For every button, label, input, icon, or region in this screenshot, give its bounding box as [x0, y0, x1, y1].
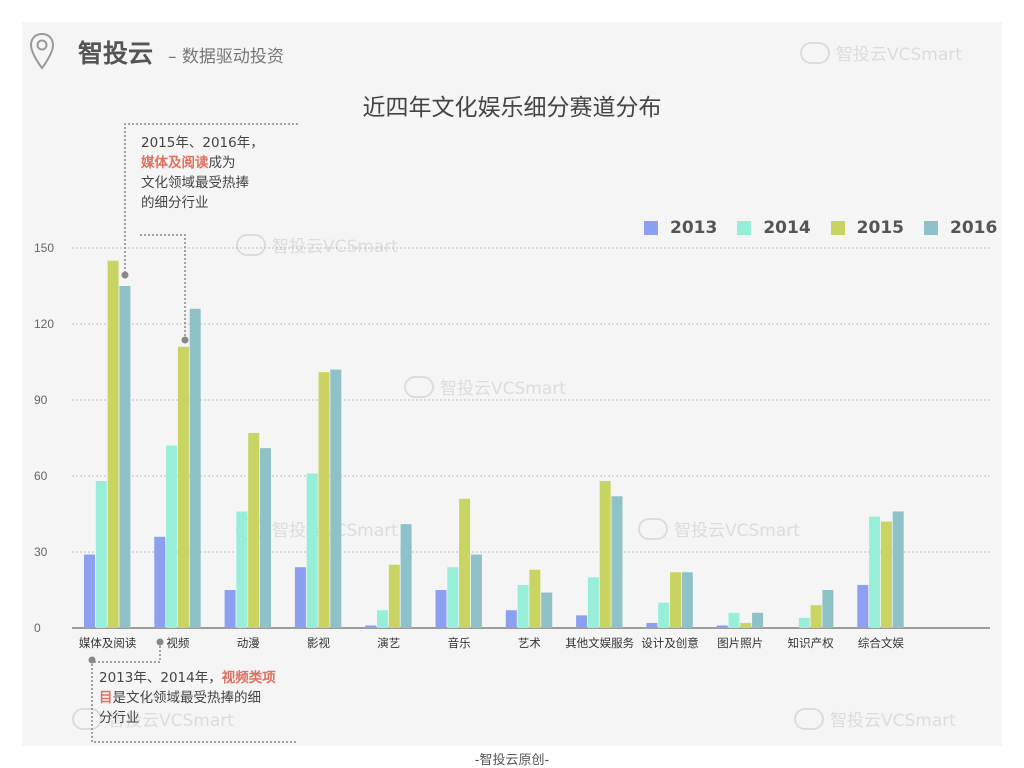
annotation-leader: [94, 642, 161, 663]
bar-2015: [740, 622, 752, 628]
watermark: 智投云VCSmart: [404, 374, 566, 399]
annotation-leader: [124, 123, 298, 275]
bar-2016: [541, 592, 553, 628]
annotation-media-reading: 2015年、2016年， 媒体及阅读成为 文化领域最受热捧 的细分行业: [141, 135, 264, 211]
bar-2014: [447, 567, 459, 628]
y-tick-label: 60: [34, 469, 48, 483]
x-tick-label: 媒体及阅读: [79, 636, 137, 650]
bar-2014: [306, 473, 318, 628]
bar-2015: [810, 605, 822, 628]
bar-2016: [189, 308, 201, 628]
bar-2016: [119, 286, 131, 628]
watermark: 智投云VCSmart: [638, 516, 800, 541]
bar-2014: [587, 577, 599, 628]
y-tick-label: 30: [34, 545, 48, 559]
bar-2015: [177, 346, 189, 628]
bar-2014: [798, 617, 810, 628]
legend-item-2016: 2016: [923, 218, 997, 238]
y-tick-label: 0: [34, 621, 41, 635]
annotation-dot: [156, 638, 164, 646]
map-pin-icon: [29, 32, 55, 70]
x-tick-label: 知识产权: [788, 636, 834, 650]
bar-2013: [224, 590, 236, 628]
legend-swatch: [923, 221, 938, 235]
bar-2014: [517, 584, 529, 628]
x-tick-label: 音乐: [448, 636, 471, 650]
bar-2013: [294, 567, 306, 628]
bar-2015: [599, 481, 611, 628]
bar-2013: [84, 554, 95, 628]
bar-2016: [822, 590, 834, 628]
bar-2015: [248, 432, 260, 628]
y-tick-label: 120: [34, 317, 54, 331]
bar-2013: [154, 536, 166, 628]
annotation-leader: [140, 234, 186, 340]
y-tick-label: 150: [34, 241, 54, 255]
bar-2014: [236, 511, 248, 628]
x-tick-label: 设计及创意: [641, 636, 699, 650]
bar-2016: [681, 572, 693, 628]
annotation-leader: [91, 660, 298, 743]
annotation-video: 2013年、2014年，视频类项 目是文化领域最受热捧的细 分行业: [99, 670, 276, 726]
footer-credit: -智投云原创-: [474, 753, 550, 768]
chart-legend: 2013 2014 2015 2016: [644, 218, 997, 238]
chart-title: 近四年文化娱乐细分赛道分布: [362, 95, 662, 121]
bar-2013: [365, 625, 377, 628]
bar-2016: [330, 369, 342, 628]
x-tick-label: 艺术: [518, 636, 541, 650]
watermark: 智投云VCSmart: [236, 232, 398, 257]
legend-item-2014: 2014: [737, 218, 811, 238]
bar-2014: [377, 610, 388, 628]
bar-2015: [459, 498, 471, 628]
y-tick-label: 90: [34, 393, 48, 407]
legend-item-2013: 2013: [644, 218, 717, 238]
bar-2015: [318, 372, 330, 628]
bar-2014: [166, 445, 178, 628]
bar-2013: [646, 622, 658, 628]
watermark: 智投云VCSmart: [72, 706, 234, 731]
bar-2013: [505, 610, 517, 628]
legend-item-2015: 2015: [830, 218, 904, 238]
annotation-dot: [88, 656, 96, 664]
x-tick-label: 视频: [166, 636, 189, 650]
brand-name: 智投云: [78, 39, 154, 68]
legend-swatch: [644, 221, 658, 235]
bar-2015: [670, 572, 681, 628]
brand-tagline: – 数据驱动投资: [168, 47, 284, 67]
x-tick-label: 其他文娱服务: [565, 636, 634, 650]
legend-swatch: [830, 221, 845, 235]
bar-2013: [857, 584, 869, 628]
bar-2013: [716, 625, 728, 628]
bar-2016: [752, 612, 764, 628]
x-tick-label: 动漫: [237, 636, 260, 650]
watermark: 智投云VCSmart: [800, 40, 962, 65]
annotation-dot: [181, 336, 189, 344]
x-tick-label: 影视: [307, 636, 330, 650]
bar-2014: [658, 602, 670, 628]
bar-2015: [107, 260, 119, 628]
bar-2015: [880, 521, 892, 628]
watermark: 智投云VCSmart: [794, 706, 956, 731]
bar-2016: [400, 524, 412, 628]
x-tick-label: 综合文娱: [858, 636, 904, 650]
bar-2016: [611, 496, 623, 628]
bar-2014: [869, 516, 881, 628]
bar-2015: [388, 564, 400, 628]
bar-2014: [95, 481, 107, 628]
legend-swatch: [737, 221, 752, 235]
bar-2013: [576, 615, 588, 628]
annotation-dot: [121, 271, 129, 279]
bar-2014: [728, 612, 740, 628]
bar-2016: [260, 448, 271, 628]
x-tick-label: 图片照片: [717, 636, 763, 650]
x-tick-label: 演艺: [377, 636, 400, 650]
bar-2016: [470, 554, 482, 628]
bar-2015: [529, 569, 541, 628]
bar-2013: [435, 590, 447, 628]
bar-2016: [892, 511, 904, 628]
